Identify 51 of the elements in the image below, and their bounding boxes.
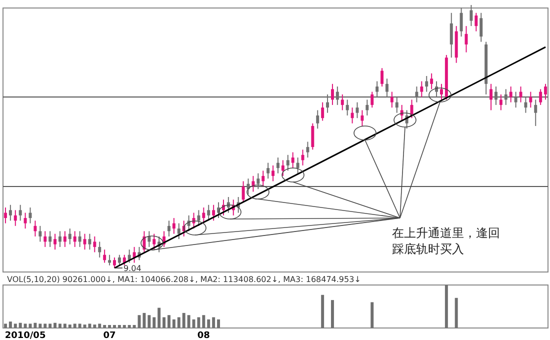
bar xyxy=(370,302,374,328)
chart-title: VOL(5,10,20) 90261.000↓, MA1: 104066.208↓, MA2: 113408.602↓, MA3: 168474.953↓ xyxy=(7,275,361,284)
bar xyxy=(187,315,190,328)
bar xyxy=(148,315,151,328)
bar xyxy=(202,315,206,328)
annotation: 在上升通道里，逢回踩底轨时买入 xyxy=(392,226,500,256)
bar xyxy=(217,319,220,328)
bar xyxy=(48,324,52,328)
bar xyxy=(172,319,176,328)
annotation: 9.04 xyxy=(123,264,142,273)
bar xyxy=(162,317,166,328)
bar xyxy=(103,324,106,328)
bar xyxy=(73,324,76,328)
bar xyxy=(177,317,180,328)
bar xyxy=(14,324,17,328)
bar xyxy=(444,285,448,328)
x-tick-label: 07 xyxy=(103,331,116,340)
bar xyxy=(182,312,186,328)
bar xyxy=(34,322,37,328)
bar xyxy=(152,317,156,328)
bar xyxy=(197,317,200,328)
bar xyxy=(68,324,72,328)
bar xyxy=(112,324,116,328)
bar xyxy=(167,315,170,328)
bar xyxy=(118,324,121,328)
bar xyxy=(454,298,458,328)
bar xyxy=(142,312,146,328)
bar xyxy=(330,300,334,328)
bar xyxy=(44,324,47,328)
bar xyxy=(38,324,42,328)
bar xyxy=(24,324,27,328)
bar xyxy=(132,324,136,328)
bar xyxy=(158,308,161,328)
bar xyxy=(98,324,102,328)
x-tick-label: 08 xyxy=(197,331,210,340)
bar xyxy=(78,324,82,328)
bar xyxy=(212,317,216,328)
bar xyxy=(93,324,96,328)
bar xyxy=(54,322,57,328)
bar xyxy=(63,324,66,328)
bar xyxy=(88,324,92,328)
bar xyxy=(58,324,62,328)
bar xyxy=(108,324,112,328)
bar xyxy=(128,324,131,328)
bar xyxy=(207,319,210,328)
bar xyxy=(8,322,12,328)
bar xyxy=(18,322,22,328)
x-tick-label: 2010/05 xyxy=(4,331,46,340)
bar xyxy=(122,324,126,328)
bar xyxy=(4,324,7,328)
bar xyxy=(321,294,324,328)
